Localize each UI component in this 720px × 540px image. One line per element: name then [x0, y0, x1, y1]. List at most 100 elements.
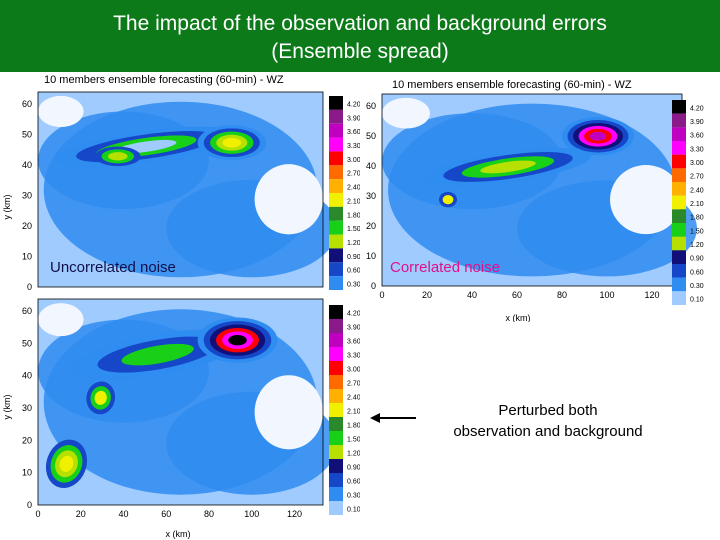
colorbar-swatch — [672, 127, 686, 141]
y-tick-labels: 60 50 40 30 20 10 0 — [22, 306, 32, 510]
panel-uncorrelated-noise: 10 members ensemble forecasting (60-min)… — [0, 72, 360, 297]
colorbar-label: 2.10 — [347, 409, 360, 416]
x-axis-label: x (km) — [506, 313, 531, 322]
y-tick-label: 60 — [22, 306, 32, 316]
title-banner: The impact of the observation and backgr… — [0, 0, 720, 72]
chart-title: 10 members ensemble forecasting (60-min)… — [44, 74, 284, 86]
y-tick-labels: 60 50 40 30 20 10 0 — [22, 99, 32, 292]
chart-title: 10 members ensemble forecasting (60-min)… — [392, 79, 632, 91]
storm-contour — [589, 131, 607, 141]
y-tick-label: 20 — [366, 221, 376, 231]
colorbar-label: 1.80 — [347, 423, 360, 430]
x-tick-label: 60 — [512, 290, 522, 300]
x-tick-label: 80 — [557, 290, 567, 300]
colorbar-swatch — [329, 96, 343, 110]
colorbar-swatch — [329, 431, 343, 445]
storm-contour — [442, 194, 454, 205]
storm-contour — [121, 343, 194, 366]
colorbar-swatch — [329, 487, 343, 501]
y-tick-label: 20 — [22, 435, 32, 445]
colorbar-swatch — [672, 250, 686, 264]
plot-frame — [37, 298, 324, 506]
colorbar-swatch — [329, 445, 343, 459]
y-tick-label: 30 — [22, 191, 32, 201]
colorbar-swatch — [329, 473, 343, 487]
colorbar-label: 0.30 — [347, 282, 360, 289]
colorbar-label: 2.40 — [347, 395, 360, 402]
y-tick-label: 40 — [22, 160, 32, 170]
colorbar-swatch — [672, 154, 686, 169]
colorbar-label: 2.40 — [347, 185, 360, 192]
colorbar-swatch — [329, 403, 343, 417]
x-tick-label: 100 — [599, 290, 614, 300]
colorbar-label: 3.30 — [690, 146, 704, 153]
y-tick-label: 50 — [22, 338, 32, 348]
colorbar-label: 3.90 — [690, 119, 704, 126]
storm-contour — [222, 137, 242, 148]
annotation-text: Perturbed both observation and backgroun… — [453, 402, 643, 440]
x-tick-labels: 0 20 40 60 80 100 120 — [379, 290, 659, 300]
field-clear-region — [38, 303, 84, 337]
field-clear-region — [254, 375, 323, 450]
colorbar-swatch — [329, 361, 343, 375]
x-tick-label: 120 — [644, 290, 659, 300]
colorbar-label: 1.20 — [347, 451, 360, 458]
colorbar-label: 2.70 — [347, 171, 360, 178]
y-tick-label: 60 — [22, 99, 32, 109]
y-tick-label: 10 — [22, 468, 32, 478]
colorbar-swatch — [329, 123, 343, 138]
colorbar-swatch — [672, 195, 686, 210]
colorbar-swatch — [329, 347, 343, 361]
colorbar-label: 0.90 — [347, 465, 360, 472]
colorbar-swatch — [672, 141, 686, 155]
colorbar-swatch — [329, 276, 343, 290]
colorbar-label: 2.70 — [347, 381, 360, 388]
colorbar-label: 1.50 — [347, 226, 360, 233]
colorbar-swatch — [672, 236, 686, 251]
y-tick-labels: 60 50 40 30 20 10 0 — [366, 101, 376, 291]
x-tick-label: 80 — [204, 509, 214, 519]
colorbar-label: 2.10 — [690, 201, 704, 208]
colorbar: 4.20 3.90 3.60 3.30 3.00 2.70 2.40 2.10 1.80 1.50… — [329, 305, 360, 515]
y-tick-label: 10 — [366, 251, 376, 261]
chart-uncorrelated-noise: 10 members ensemble forecasting (60-min)… — [2, 74, 360, 292]
x-tick-label: 0 — [35, 509, 40, 519]
y-tick-label: 0 — [27, 500, 32, 510]
panel-label: Uncorrelated noise — [50, 259, 176, 276]
colorbar-label: 4.20 — [347, 311, 360, 318]
field-clear-region — [38, 95, 84, 128]
field-clear-region — [610, 165, 682, 235]
colorbar-swatch — [329, 305, 343, 319]
colorbar-label: 0.60 — [347, 268, 360, 275]
y-tick-label: 40 — [366, 161, 376, 171]
colorbar-label: 0.30 — [347, 493, 360, 500]
x-tick-label: 20 — [422, 290, 432, 300]
colorbar-swatch — [672, 223, 686, 237]
x-tick-label: 120 — [287, 509, 302, 519]
colorbar-label: 3.00 — [690, 160, 704, 167]
plot-area — [37, 298, 338, 506]
storm-contour — [480, 160, 536, 174]
colorbar-swatch — [672, 209, 686, 223]
colorbar-swatch — [329, 375, 343, 389]
colorbar-label: 0.60 — [690, 269, 704, 276]
plot-area — [37, 91, 338, 288]
colorbar-swatch — [329, 179, 343, 193]
colorbar-label: 0.60 — [347, 479, 360, 486]
plot-area — [381, 93, 697, 287]
colorbar-swatch — [329, 333, 343, 347]
y-axis-label: y (km) — [2, 195, 12, 220]
colorbar-label: 3.60 — [347, 129, 360, 136]
colorbar-swatch — [329, 165, 343, 180]
storm-contour — [228, 334, 247, 346]
colorbar-label: 0.10 — [690, 297, 704, 304]
colorbar-label: 4.20 — [347, 101, 360, 108]
colorbar-swatch — [329, 389, 343, 403]
y-tick-label: 10 — [22, 252, 32, 262]
storm-contour — [59, 455, 74, 472]
colorbar-label: 2.10 — [347, 198, 360, 205]
colorbar-swatch — [329, 262, 343, 277]
x-tick-label: 0 — [379, 290, 384, 300]
x-tick-label: 20 — [76, 509, 86, 519]
colorbar-label: 0.30 — [690, 283, 704, 290]
